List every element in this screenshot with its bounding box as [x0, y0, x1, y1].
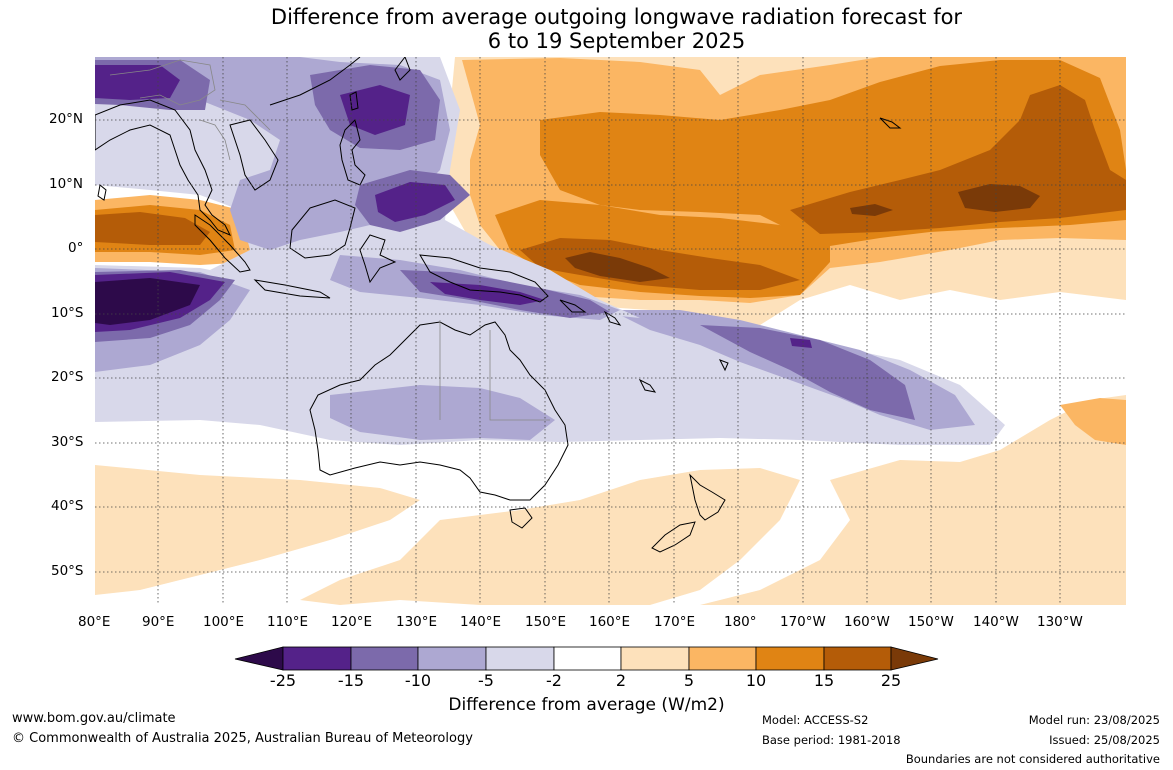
colorbar-tick-label: 10	[745, 671, 767, 690]
lon-label: 120°E	[331, 614, 373, 630]
model-name: Model: ACCESS-S2	[762, 713, 869, 727]
lon-label: 90°E	[142, 614, 175, 630]
colorbar-segment-15_25	[823, 646, 892, 671]
anomaly-above25-equatorial	[565, 252, 670, 282]
lat-label: 20°N	[49, 111, 84, 127]
lat-label: 10°S	[51, 305, 84, 321]
colorbar-tick-label: 5	[683, 671, 695, 690]
lon-label: 130°E	[396, 614, 438, 630]
colorbar-tick-label: 15	[813, 671, 835, 690]
anomaly-below-25-west	[95, 278, 200, 325]
colorbar-segment-2_5	[620, 646, 690, 671]
issued-date: Issued: 25/08/2025	[1049, 733, 1160, 747]
lat-label: 40°S	[51, 498, 84, 514]
anomaly-neg15-25-spcz	[790, 338, 812, 348]
anomaly-neg15-25-png	[430, 282, 545, 305]
colorbar-tick-label: -15	[337, 671, 365, 690]
colorbar-segment-5_10	[688, 646, 757, 671]
colorbar-arrow-high	[890, 646, 939, 671]
lat-label: 0°	[68, 240, 84, 256]
website-url[interactable]: www.bom.gov.au/climate	[12, 711, 176, 726]
colorbar-segment-10_15	[755, 646, 825, 671]
colorbar-tick-label: 25	[880, 671, 902, 690]
lon-label: 80°E	[78, 614, 111, 630]
lon-label: 150°W	[908, 614, 954, 630]
map-title-line1: Difference from average outgoing longwav…	[270, 5, 963, 29]
lat-label: 50°S	[51, 563, 84, 579]
colorbar-arrow-low	[234, 646, 284, 671]
boundaries-disclaimer: Boundaries are not considered authoritat…	[905, 752, 1160, 766]
lat-label: 10°N	[49, 176, 84, 192]
colorbar-tick-label: -25	[269, 671, 297, 690]
anomaly-above25-north	[958, 184, 1040, 212]
colorbar	[234, 646, 939, 671]
lon-label: 140°E	[460, 614, 502, 630]
lon-label: 160°W	[844, 614, 890, 630]
base-period: Base period: 1981-2018	[762, 733, 901, 747]
colorbar-segment--2_2	[553, 646, 622, 671]
lon-label: 150°E	[525, 614, 567, 630]
anomaly-15-25-equatorial	[520, 238, 800, 290]
colorbar-tick-label: -10	[404, 671, 432, 690]
anomaly-5-10-south-east	[1060, 398, 1126, 445]
anomaly-neg15-25-sulawesi	[375, 182, 455, 222]
anomaly-2-5-south-central	[300, 468, 800, 605]
anomaly-above25-north-small	[850, 204, 893, 216]
model-run-date: Model run: 23/08/2025	[1028, 713, 1160, 727]
lon-label: 180°	[724, 614, 757, 630]
anomaly-neg2-5-tropical-south	[95, 265, 1005, 445]
anomaly-2-5-south-east	[700, 395, 1126, 605]
graticule	[95, 57, 1126, 605]
anomaly-15-25-indian	[95, 212, 210, 245]
colorbar-tick-label: 2	[615, 671, 627, 690]
lon-label: 170°W	[780, 614, 826, 630]
colorbar-title: Difference from average (W/m2)	[448, 695, 725, 715]
lat-label: 30°S	[51, 434, 84, 450]
anomaly-neg15-25-northwest	[95, 65, 180, 100]
anomaly-2-5-south-west	[95, 465, 420, 595]
copyright: © Commonwealth of Australia 2025, Austra…	[12, 731, 473, 746]
country-borders	[109, 59, 550, 421]
colorbar-segment--25_-15	[282, 646, 352, 671]
anomaly-neg15-25-philippines	[340, 85, 410, 135]
colorbar-segment--5_-2	[485, 646, 555, 671]
lat-label: 20°S	[51, 369, 84, 385]
lon-label: 130°W	[1037, 614, 1083, 630]
colorbar-segment--10_-5	[417, 646, 487, 671]
map-title-line2: 6 to 19 September 2025	[487, 29, 746, 53]
anomaly-neg5-10-australia	[330, 385, 555, 440]
lon-label: 160°E	[589, 614, 631, 630]
colorbar-tick-label: -5	[478, 671, 494, 690]
lon-label: 100°E	[203, 614, 245, 630]
colorbar-tick-label: -2	[546, 671, 562, 690]
anomaly-15-25-north	[790, 85, 1126, 234]
lon-label: 170°E	[654, 614, 696, 630]
colorbar-segment--15_-10	[350, 646, 419, 671]
lon-label: 140°W	[973, 614, 1019, 630]
anomaly-neg10-15-spcz	[700, 325, 915, 420]
lon-label: 110°E	[267, 614, 309, 630]
